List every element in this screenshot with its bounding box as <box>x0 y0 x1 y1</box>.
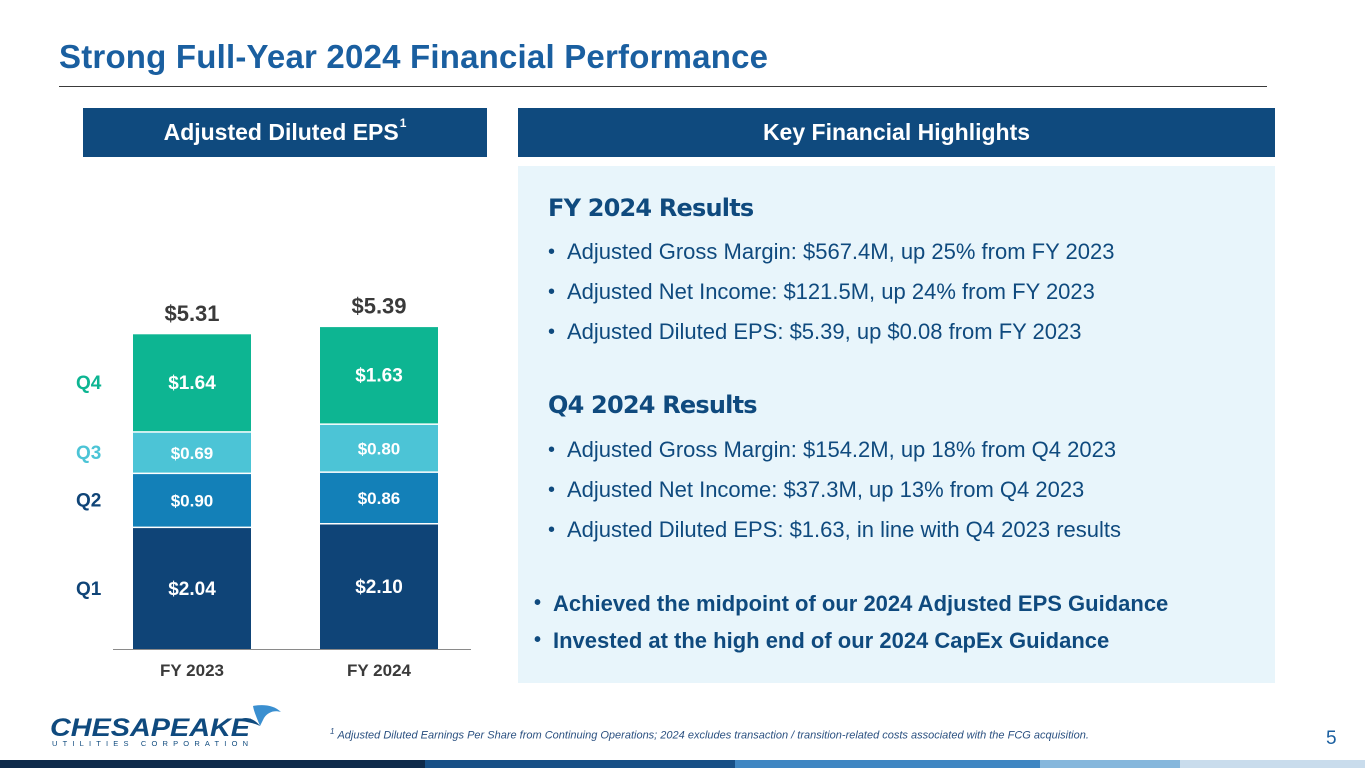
bottom-color-bar <box>0 760 1365 768</box>
bottom-bar-segment <box>425 760 735 768</box>
bar-value-label: $2.10 <box>355 577 403 598</box>
quarter-label-q3: Q3 <box>76 443 101 464</box>
x-tick-label: FY 2024 <box>347 661 412 680</box>
bottom-bar-segment <box>1040 760 1180 768</box>
q4-results-title: Q4 2024 Results <box>548 391 758 419</box>
eps-stacked-bar-chart: $2.04 $0.90 $0.69 $1.64 $5.31 FY 2023 $2.10 $0.… <box>76 294 471 680</box>
quarter-label-q1: Q1 <box>76 579 102 600</box>
page-title: Strong Full-Year 2024 Financial Performa… <box>59 38 769 75</box>
quarter-label-q2: Q2 <box>76 491 101 512</box>
bar-value-label: $0.86 <box>358 489 401 508</box>
bar-total-label: $5.39 <box>351 294 406 319</box>
q4-result-item: Adjusted Diluted EPS: $1.63, in line wit… <box>546 510 1121 550</box>
bar-segment-q3 <box>133 432 251 473</box>
highlights-panel-header: Key Financial Highlights <box>518 108 1275 157</box>
bottom-bar-segment <box>0 760 425 768</box>
bar-value-label: $0.80 <box>358 439 401 458</box>
eps-footnote-marker: 1 <box>399 115 407 130</box>
bottom-bar-segment <box>1180 760 1365 768</box>
summary-item: Achieved the midpoint of our 2024 Adjust… <box>532 585 1168 622</box>
logo-wordmark: CHESAPEAKE <box>50 714 252 742</box>
bar-value-label: $0.69 <box>171 444 214 463</box>
eps-panel-header-label: Adjusted Diluted EPS <box>163 119 399 145</box>
eps-panel-header: Adjusted Diluted EPS 1 <box>83 108 487 157</box>
q4-result-item: Adjusted Gross Margin: $154.2M, up 18% f… <box>546 430 1121 470</box>
summary-item: Invested at the high end of our 2024 Cap… <box>532 622 1168 659</box>
bar-value-label: $2.04 <box>168 579 216 600</box>
quarter-label-q4: Q4 <box>76 373 102 394</box>
fy-result-item: Adjusted Gross Margin: $567.4M, up 25% f… <box>546 232 1114 272</box>
q4-result-item: Adjusted Net Income: $37.3M, up 13% from… <box>546 470 1121 510</box>
bar-segment-q4 <box>133 334 251 432</box>
fy-results-title: FY 2024 Results <box>548 194 754 222</box>
bar-segment-q3 <box>320 424 438 472</box>
bar-segment-q1 <box>320 524 438 649</box>
x-tick-label: FY 2023 <box>160 661 224 680</box>
bird-wing-icon <box>253 705 281 726</box>
fy-result-item: Adjusted Net Income: $121.5M, up 24% fro… <box>546 272 1114 312</box>
summary-list: Achieved the midpoint of our 2024 Adjust… <box>532 585 1168 659</box>
highlights-panel: FY 2024 Results Adjusted Gross Margin: $… <box>518 166 1275 683</box>
bar-segment-q2 <box>320 472 438 523</box>
bottom-bar-segment <box>735 760 1040 768</box>
bar-value-label: $1.64 <box>168 373 216 394</box>
bar-value-label: $1.63 <box>355 366 403 387</box>
bar-segment-q2 <box>133 474 251 527</box>
bar-value-label: $0.90 <box>171 492 214 511</box>
footnote-text: Adjusted Diluted Earnings Per Share from… <box>337 729 1089 742</box>
bar-segment-q1 <box>133 528 251 649</box>
title-divider <box>59 86 1267 87</box>
bar-total-label: $5.31 <box>164 301 219 326</box>
bird-body-icon <box>238 718 260 726</box>
fy-result-item: Adjusted Diluted EPS: $5.39, up $0.08 fr… <box>546 312 1114 352</box>
page-number: 5 <box>1326 728 1337 749</box>
q4-results-list: Adjusted Gross Margin: $154.2M, up 18% f… <box>546 430 1121 550</box>
bar-segment-q4 <box>320 327 438 424</box>
footnote: 1 Adjusted Diluted Earnings Per Share fro… <box>330 727 1089 742</box>
fy-results-list: Adjusted Gross Margin: $567.4M, up 25% f… <box>546 232 1114 352</box>
footnote-marker: 1 <box>330 727 335 736</box>
highlights-panel-header-label: Key Financial Highlights <box>762 119 1031 145</box>
chesapeake-logo: CHESAPEAKE UTILITIES CORPORATION <box>50 705 281 748</box>
